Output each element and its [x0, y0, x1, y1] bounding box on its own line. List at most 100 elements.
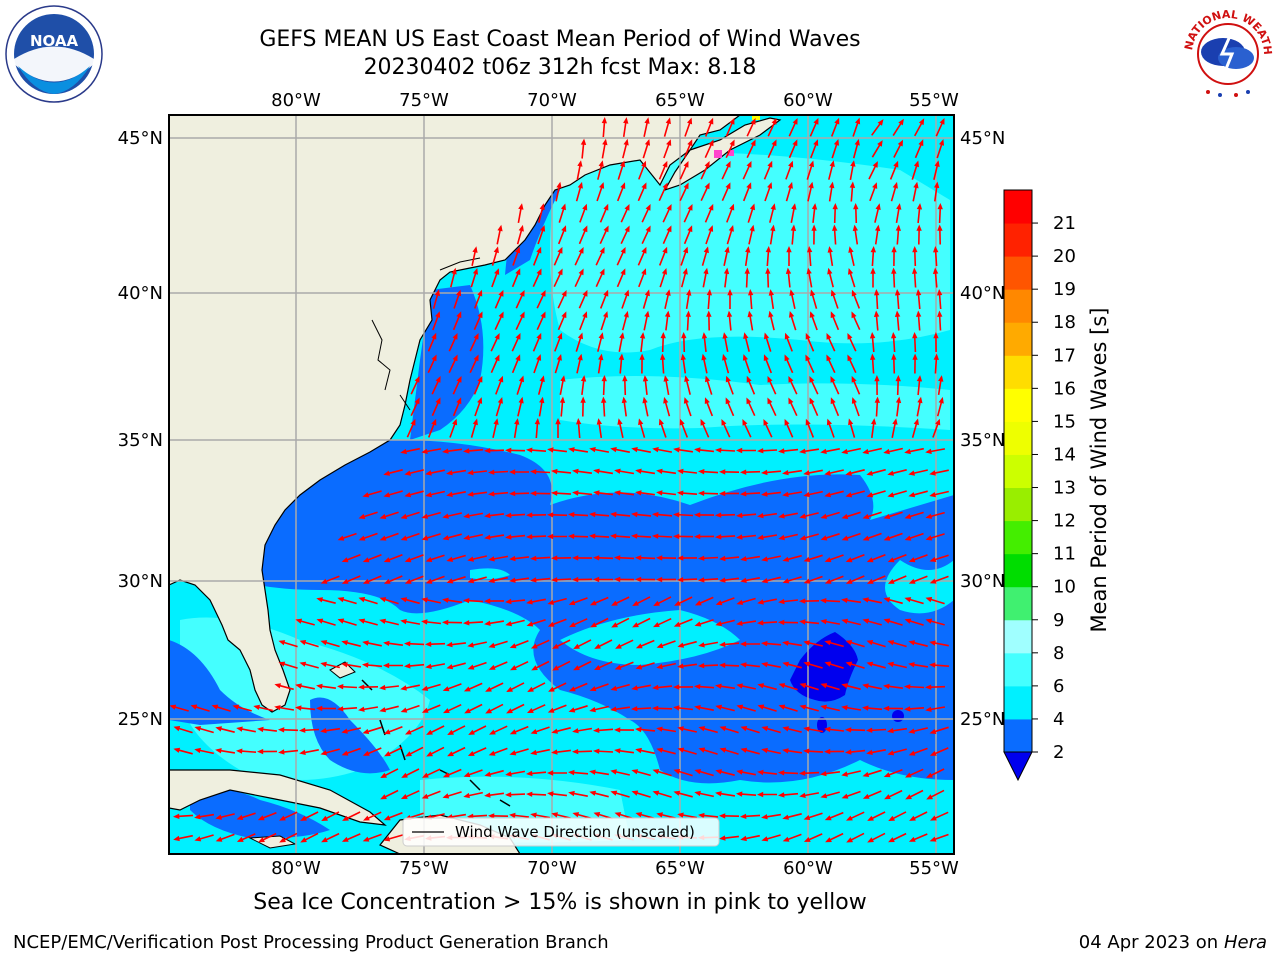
wind-wave-arrowhead [568, 707, 576, 713]
wind-wave-arrowhead [601, 396, 607, 403]
wind-wave-arrowhead [799, 619, 806, 625]
wind-wave-arrowhead [832, 203, 838, 210]
wind-wave-arrowhead [929, 470, 936, 476]
wind-wave-arrowhead [764, 332, 770, 340]
wind-wave-arrowhead [580, 396, 586, 403]
wind-wave-arrowhead [421, 448, 428, 454]
wind-wave-arrowhead [404, 557, 412, 563]
wind-wave-arrowhead [380, 794, 387, 800]
wind-wave-arrowhead [757, 704, 765, 710]
lon-label: 65°W [655, 858, 705, 879]
wind-wave-arrowhead [435, 311, 441, 318]
wind-wave-arrowhead [683, 246, 689, 254]
wind-wave-arrowhead [568, 790, 575, 797]
nws-logo-icon: NATIONAL WEATHER SERVICE [1178, 2, 1276, 100]
wind-wave-arrowhead [477, 289, 483, 297]
wind-wave-arrowhead [687, 139, 693, 147]
wind-wave-arrowhead [279, 837, 286, 843]
wind-wave-arrowhead [644, 117, 650, 124]
wind-wave-arrowhead [937, 203, 943, 210]
wind-wave-arrowhead [805, 354, 811, 362]
lon-label: 60°W [783, 858, 833, 879]
wind-wave-arrowhead [904, 684, 911, 690]
wind-wave-arrowhead [509, 750, 517, 756]
wind-wave-arrowhead [593, 490, 600, 496]
wind-wave-arrowhead [530, 812, 537, 818]
wind-wave-arrowhead [862, 705, 869, 711]
wind-wave-arrowhead [404, 470, 411, 476]
wind-wave-arrowhead [467, 469, 474, 476]
wind-wave-arrowhead [431, 332, 437, 340]
wind-wave-arrowhead [803, 726, 810, 732]
wind-wave-arrowhead [935, 418, 941, 426]
wind-wave-arrowhead [883, 513, 891, 519]
wind-wave-arrowhead [715, 600, 723, 606]
wind-wave-arrowhead [506, 686, 513, 692]
wind-wave-arrowhead [599, 268, 605, 276]
wind-wave-arrowhead [578, 268, 584, 276]
wind-wave-arrowhead [358, 706, 365, 712]
wind-wave-arrowhead [782, 661, 789, 667]
wind-wave-arrowhead [937, 224, 943, 231]
wind-wave-arrowhead [698, 726, 706, 732]
wind-wave-arrowhead [362, 492, 370, 498]
wind-wave-arrowhead [540, 290, 546, 297]
wind-wave-arrowhead [603, 225, 609, 233]
colorbar-segment [1004, 652, 1032, 687]
wind-wave-arrowhead [576, 418, 582, 425]
wind-wave-arrowhead [887, 578, 895, 584]
lon-label: 70°W [527, 90, 577, 111]
wind-wave-arrowhead [488, 491, 495, 497]
wind-wave-arrowhead [862, 597, 869, 603]
wind-wave-arrowhead [782, 748, 789, 754]
wind-wave-arrowhead [706, 289, 712, 296]
wind-wave-arrowhead [905, 772, 912, 778]
wind-wave-arrowhead [494, 354, 500, 362]
wind-wave-arrowhead [653, 600, 660, 606]
wind-wave-arrowhead [677, 490, 684, 496]
wind-wave-arrowhead [341, 640, 348, 646]
ocean-blue-gulf [169, 640, 270, 725]
wind-wave-arrowhead [799, 535, 807, 541]
wind-wave-arrowhead [742, 419, 748, 426]
wind-wave-arrowhead [893, 160, 899, 168]
wind-wave-arrowhead [561, 225, 567, 232]
wind-wave-arrowhead [463, 792, 470, 799]
wind-wave-arrowhead [456, 376, 462, 383]
wind-wave-arrowhead [484, 598, 491, 604]
wind-wave-arrowhead [509, 729, 517, 735]
wind-wave-arrowhead [761, 469, 768, 476]
noaa-logo-icon: NOAA [5, 5, 103, 103]
wind-wave-arrowhead [463, 620, 470, 626]
wind-wave-arrowhead [925, 513, 933, 519]
wind-wave-arrowhead [568, 769, 575, 776]
wind-wave-arrowhead [295, 683, 302, 689]
wind-wave-arrowhead [215, 836, 223, 842]
wind-wave-arrowhead [912, 332, 918, 339]
wind-wave-arrowhead [505, 621, 512, 627]
wind-wave-arrowhead [904, 535, 912, 541]
wind-wave-arrowhead [642, 396, 648, 404]
wind-wave-arrowhead [505, 598, 512, 605]
wind-wave-arrowhead [830, 311, 836, 319]
wind-wave-arrowhead [405, 729, 412, 735]
wind-wave-arrowhead [870, 353, 876, 360]
wind-wave-arrowhead [803, 640, 810, 646]
wind-wave-arrowhead [875, 224, 881, 232]
wind-wave-arrowhead [694, 621, 702, 627]
wind-wave-arrowhead [845, 557, 853, 563]
wind-wave-arrowhead [866, 470, 873, 476]
wind-wave-arrowhead [832, 224, 838, 231]
wind-wave-arrowhead [894, 310, 901, 317]
wind-wave-arrowhead [614, 727, 621, 733]
wind-wave-arrowhead [778, 513, 785, 519]
wind-wave-arrowhead [847, 333, 853, 340]
wind-wave-arrowhead [421, 707, 429, 713]
wind-wave-arrowhead [632, 622, 639, 628]
wind-wave-arrowhead [641, 268, 647, 275]
colorbar-segment [1004, 322, 1032, 356]
wind-wave-arrowhead [211, 704, 219, 710]
wind-wave-arrowhead [841, 618, 848, 624]
wind-wave-arrowhead [561, 290, 567, 297]
wind-wave-arrowhead [866, 640, 874, 646]
